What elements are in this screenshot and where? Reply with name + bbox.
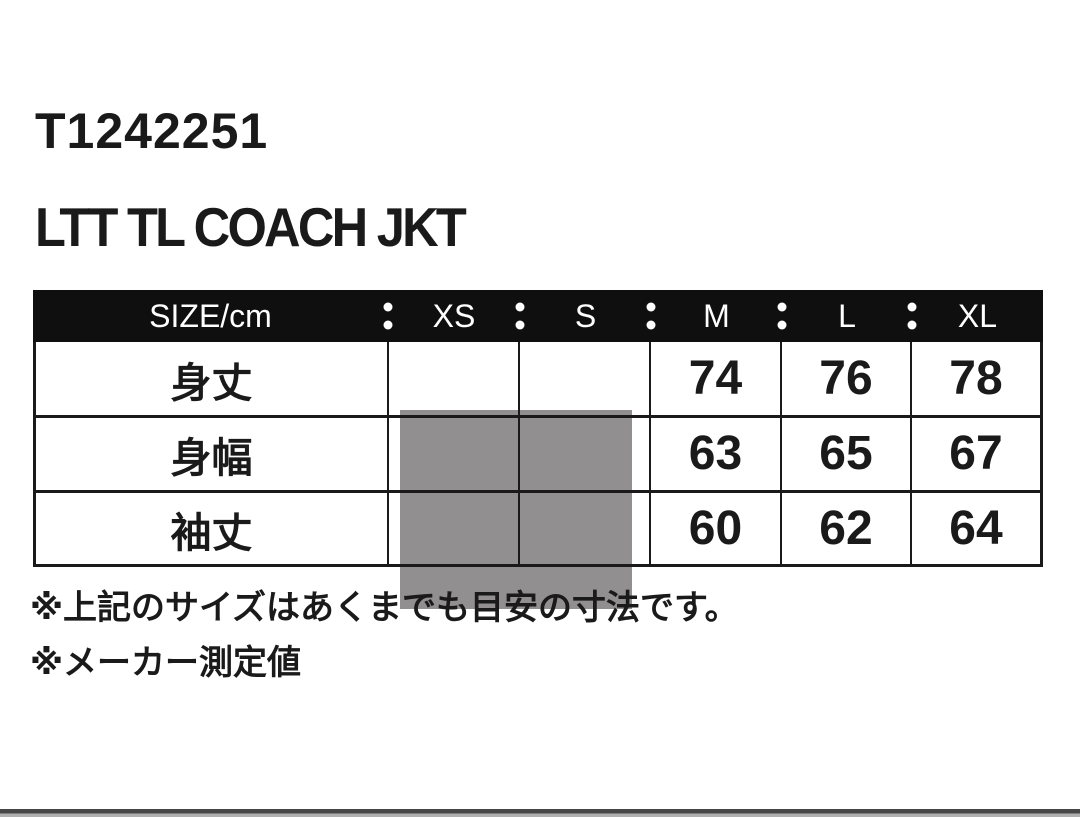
note-line: ※上記のサイズはあくまでも目安の寸法です。: [30, 589, 739, 627]
size-value-cell: [389, 342, 520, 415]
product-name: LTT TL COACH JKT: [35, 196, 467, 258]
table-row-sleeve-length: 袖丈 60 62 64: [36, 493, 1040, 567]
size-value-cell: 65: [782, 418, 912, 490]
table-row-body-length: 身丈 74 76 78: [36, 342, 1040, 418]
size-value-cell: 74: [651, 342, 782, 415]
header-cell-l: L: [838, 298, 856, 334]
colon-separator-icon: [383, 302, 393, 330]
colon-separator-icon: [777, 302, 787, 330]
bottom-edge-bar: [0, 809, 1080, 817]
size-value-cell: 64: [949, 501, 1003, 555]
header-cell-xs: XS: [432, 298, 476, 334]
size-value-cell: [520, 493, 651, 564]
note-line: ※メーカー測定値: [30, 644, 302, 682]
row-label: 身丈: [36, 342, 389, 415]
size-value-cell: [520, 342, 651, 415]
header-cell-s: S: [574, 298, 597, 334]
row-label: 袖丈: [36, 493, 389, 564]
size-value-cell: 76: [782, 342, 912, 415]
header-cell-xl: XL: [957, 298, 998, 334]
colon-separator-icon: [646, 302, 656, 330]
size-value-cell: 63: [651, 418, 782, 490]
size-value-cell: [520, 418, 651, 490]
colon-separator-icon: [907, 302, 917, 330]
size-chart-body: 身丈 74 76 78 身幅 63 65 67 袖丈 60 62 64: [33, 342, 1043, 567]
size-value-cell: [389, 418, 520, 490]
unavailable-sizes-overlay: [400, 410, 632, 609]
size-chart-table: SIZE/cm XS S M L XL 身丈 74 76 78 身幅 63 65…: [33, 290, 1043, 609]
row-label: 身幅: [36, 418, 389, 490]
size-value-cell: 78: [949, 351, 1003, 405]
table-row-body-width: 身幅 63 65 67: [36, 418, 1040, 493]
size-value-cell: 67: [949, 427, 1003, 480]
size-value-cell: [389, 493, 520, 564]
header-cell-m: M: [703, 298, 730, 334]
size-value-cell: 60: [651, 493, 782, 564]
size-value-cell: 62: [782, 493, 912, 564]
size-chart-header-row: SIZE/cm XS S M L XL: [33, 290, 1043, 342]
header-cell-size-unit: SIZE/cm: [149, 298, 272, 334]
colon-separator-icon: [515, 302, 525, 330]
product-code: T1242251: [35, 103, 269, 159]
